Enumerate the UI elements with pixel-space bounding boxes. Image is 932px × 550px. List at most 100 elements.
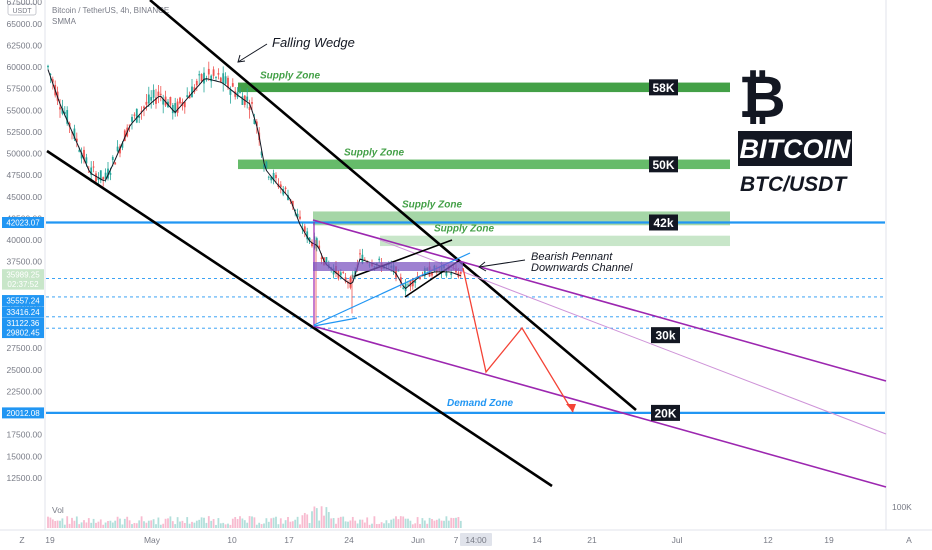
candle-body	[205, 78, 208, 81]
volume-bar	[320, 506, 323, 528]
support-line-2[interactable]	[313, 317, 358, 327]
volume-bar	[356, 523, 359, 528]
volume-bar	[450, 517, 453, 528]
supply-zone-band[interactable]	[380, 235, 730, 247]
volume-bar	[138, 520, 141, 528]
y-tick-label: 65000.00	[7, 19, 43, 29]
candle-body	[351, 275, 354, 278]
volume-bar	[349, 520, 352, 528]
volume-bar	[344, 521, 347, 528]
x-axis: 19 May 10 17 24 Jun 7 14:00 14 21 Jul 12 19 Z A	[19, 533, 912, 546]
level-tag-text: 20K	[654, 406, 676, 420]
volume-bar	[85, 522, 88, 528]
candle-body	[296, 213, 299, 218]
volume-bar	[366, 517, 369, 528]
volume-bar	[327, 512, 330, 528]
volume-layer	[47, 506, 462, 528]
projection-path[interactable]	[462, 267, 574, 413]
volume-bar	[371, 523, 373, 528]
bitcoin-logo-icon: ₿	[738, 63, 785, 131]
volume-bar	[313, 506, 316, 528]
candle-body	[90, 167, 93, 175]
volume-bar	[188, 523, 191, 528]
wedge-upper-line[interactable]	[149, 0, 637, 411]
volume-bar	[75, 516, 78, 528]
volume-bar	[174, 524, 177, 528]
wedge-lower-line[interactable]	[46, 149, 553, 488]
volume-bar	[385, 520, 388, 528]
candle-body	[131, 116, 133, 122]
candle-body	[431, 272, 433, 276]
candle-body	[97, 177, 100, 180]
volume-scale-label: 100K	[892, 502, 912, 512]
candle-body	[231, 83, 234, 87]
volume-bar	[131, 524, 133, 528]
volume-bar	[428, 517, 431, 528]
candle-body	[320, 257, 323, 260]
volume-bar	[61, 518, 64, 528]
candle-body	[260, 151, 263, 156]
level-tag-box	[651, 327, 680, 344]
drawings-layer	[46, 0, 887, 488]
level-tag-box	[649, 156, 678, 173]
candle-body	[123, 130, 126, 142]
channel-lower-line[interactable]	[312, 325, 887, 488]
volume-bar	[217, 518, 220, 528]
volume-bar	[337, 517, 340, 528]
volume-bar	[419, 524, 421, 528]
price-tag-text: 31122.36	[7, 319, 40, 328]
y-tick-label: 52500.00	[7, 127, 43, 137]
y-tick-label: 62500.00	[7, 40, 43, 50]
candle-body	[265, 161, 268, 168]
currency-box[interactable]	[7, 3, 37, 16]
candle-body	[186, 95, 189, 97]
volume-bar	[83, 520, 85, 528]
x-tick-label: 21	[587, 535, 597, 545]
candle-body	[171, 104, 174, 114]
indicator-label: SMMA	[52, 17, 77, 26]
candle-body	[143, 106, 145, 109]
timezone-button[interactable]: Z	[19, 535, 24, 545]
volume-bar	[236, 518, 239, 528]
candle-body	[119, 146, 121, 154]
volume-bar	[229, 524, 232, 528]
candle-body	[109, 172, 112, 175]
supply-zone-band[interactable]	[238, 82, 730, 93]
supply-zone-band[interactable]	[238, 159, 730, 170]
x-tick-label: 14:00	[465, 535, 487, 545]
candle-body	[217, 73, 220, 75]
volume-bar	[68, 523, 71, 528]
pennant-box[interactable]	[313, 262, 463, 271]
auto-scale-button[interactable]: A	[906, 535, 912, 545]
volume-bar	[97, 521, 100, 528]
volume-bar	[176, 517, 179, 528]
volume-bar	[431, 519, 433, 528]
volume-bar	[404, 518, 407, 528]
y-tick-label: 37500.00	[7, 257, 43, 267]
volume-bar	[241, 518, 244, 528]
candle-body	[399, 277, 402, 283]
brand-word: BITCOIN	[740, 134, 851, 164]
volume-bar	[95, 522, 97, 528]
candle-body	[414, 280, 417, 283]
volume-bar	[435, 519, 438, 528]
volume-bar	[90, 522, 93, 528]
level-tag-box	[649, 214, 678, 231]
channel-upper-line[interactable]	[312, 219, 887, 382]
candle-body	[212, 69, 215, 76]
y-tick-label: 47500.00	[7, 170, 43, 180]
volume-bar	[162, 523, 165, 528]
volume-bar	[80, 522, 83, 528]
price-tag-box	[2, 295, 44, 307]
x-tick-label: 10	[227, 535, 237, 545]
volume-bar	[258, 522, 261, 528]
volume-bar	[54, 520, 57, 528]
volume-bar	[49, 517, 52, 528]
candle-body	[275, 174, 277, 179]
candle-body	[407, 284, 409, 286]
volume-bar	[227, 523, 229, 528]
volume-bar	[270, 518, 273, 528]
volume-bar	[294, 519, 297, 528]
candle-body	[349, 277, 352, 288]
